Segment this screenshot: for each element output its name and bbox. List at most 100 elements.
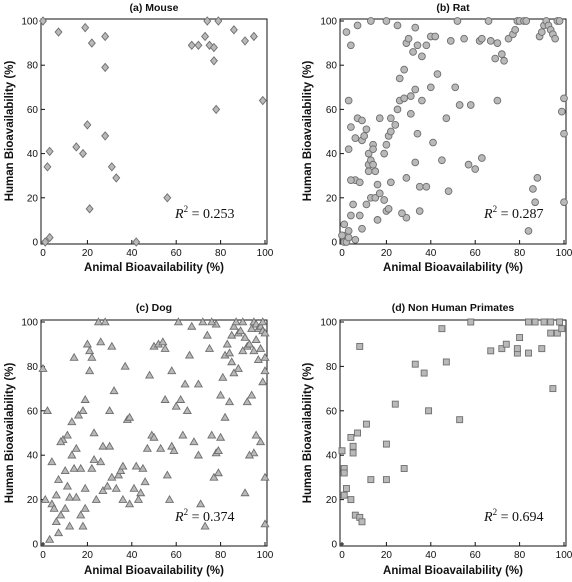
scatter-point	[487, 347, 495, 355]
scatter-point	[429, 138, 437, 147]
scatter-point	[431, 32, 440, 41]
scatter-point	[498, 345, 506, 353]
scatter-point	[209, 472, 219, 481]
scatter-point	[85, 204, 94, 214]
scatter-point	[71, 492, 81, 501]
scatter-point	[355, 211, 364, 220]
scatter-point	[411, 158, 420, 167]
x-tick-label: 40	[126, 550, 138, 561]
scatter-point	[203, 16, 212, 26]
x-tick-label: 40	[425, 550, 437, 561]
scatter-point	[133, 494, 144, 503]
scatter-point	[107, 341, 117, 350]
scatter-point	[367, 17, 375, 25]
y-tick-label: 100	[320, 318, 337, 329]
y-tick-label: 0	[32, 540, 38, 551]
scatter-point	[478, 34, 486, 43]
scatter-point	[241, 36, 250, 46]
scatter-point	[260, 519, 270, 528]
scatter-point	[227, 330, 237, 339]
scatter-point	[358, 224, 366, 233]
scatter-point	[171, 401, 181, 410]
scatter-point	[39, 16, 47, 26]
scatter-point	[78, 406, 88, 415]
y-tick-label: 80	[326, 362, 338, 373]
scatter-point	[65, 521, 75, 530]
scatter-point	[351, 134, 360, 142]
scatter-point	[347, 496, 355, 504]
scatter-point	[162, 470, 172, 479]
scatter-point	[349, 449, 357, 457]
scatter-point	[160, 394, 170, 403]
scatter-point	[81, 22, 90, 33]
x-tick-label: 60	[171, 248, 183, 259]
scatter-point	[422, 41, 431, 50]
scatter-point	[422, 182, 431, 191]
scatter-points	[338, 17, 568, 246]
scatter-point	[384, 205, 393, 213]
x-axis-label: Animal Bioavailability (%)	[383, 262, 523, 274]
scatter-point	[38, 363, 48, 372]
scatter-point	[209, 42, 218, 53]
scatter-point	[244, 339, 255, 348]
scatter-point	[360, 132, 369, 140]
y-tick-label: 60	[27, 406, 39, 417]
scatter-point	[53, 474, 64, 483]
scatter-point	[525, 318, 532, 326]
scatter-point	[411, 23, 420, 32]
scatter-point	[236, 326, 246, 335]
panel-title: (d) Non Human Primates	[392, 302, 515, 314]
scatter-point	[163, 193, 172, 203]
scatter-point	[240, 488, 250, 497]
scatter-point	[547, 329, 555, 337]
scatter-point	[132, 237, 141, 247]
scatter-point	[442, 114, 451, 123]
scatter-point	[418, 52, 426, 61]
x-tick-label: 80	[514, 248, 526, 259]
y-tick-label: 40	[326, 451, 338, 462]
scatter-point	[351, 235, 360, 244]
scatter-point	[354, 429, 361, 437]
y-tick-label: 40	[27, 149, 39, 160]
scatter-point	[486, 37, 495, 45]
scatter-point	[209, 56, 218, 66]
scatter-point	[258, 95, 267, 106]
scatter-point	[400, 465, 408, 472]
scatter-point	[500, 56, 508, 65]
scatter-point	[125, 499, 135, 508]
scatter-point	[169, 446, 179, 455]
scatter-point	[560, 94, 568, 103]
scatter-point	[96, 457, 106, 466]
plot-frame	[40, 319, 268, 547]
x-tick-label: 20	[381, 248, 393, 259]
tick-labels: 0 20 40 60 80 100 0 20 40 60 80 100	[21, 17, 273, 260]
scatter-point	[504, 34, 513, 43]
scatter-point	[382, 476, 390, 484]
scatter-point	[142, 443, 152, 452]
scatter-point	[444, 187, 453, 196]
y-tick-label: 60	[27, 105, 39, 116]
x-tick-label: 40	[425, 248, 437, 259]
scatter-point	[347, 211, 355, 220]
scatter-point	[112, 173, 121, 183]
scatter-point	[222, 339, 232, 348]
scatter-point	[349, 442, 357, 450]
scatter-point	[78, 148, 87, 159]
panel-title: (a) Mouse	[129, 2, 178, 14]
scatter-point	[531, 198, 539, 207]
scatter-point	[391, 400, 399, 408]
scatter-point	[51, 490, 61, 499]
scatter-point	[557, 107, 566, 116]
scatter-point	[60, 503, 70, 512]
scatter-point	[180, 379, 190, 388]
scatter-point	[89, 454, 99, 463]
plot-frame	[339, 319, 567, 547]
scatter-point	[173, 317, 183, 326]
scatter-point	[158, 337, 168, 346]
scatter-point	[140, 477, 150, 486]
scatter-point	[555, 17, 564, 25]
scatter-point	[529, 185, 537, 193]
scatter-point	[391, 121, 400, 129]
panel-dog: (c) Dog 0 20 40 60 80 100 0 20 40 60 80 100 Animal …	[4, 302, 274, 577]
